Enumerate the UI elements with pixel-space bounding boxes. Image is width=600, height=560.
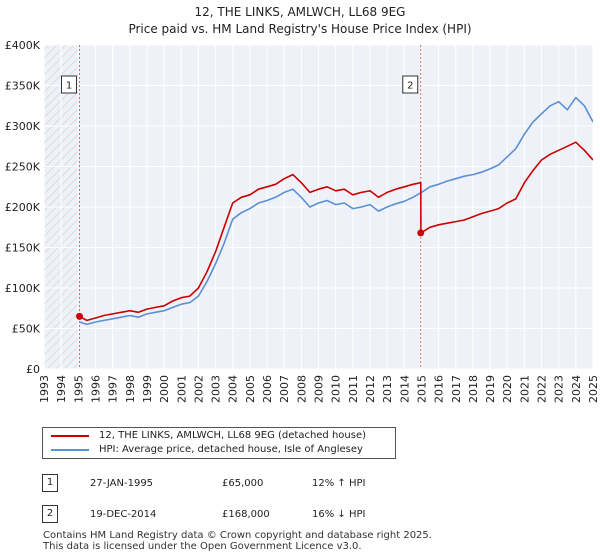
chart-subtitle: Price paid vs. HM Land Registry's House … — [128, 22, 471, 36]
x-tick-label: 2002 — [192, 375, 205, 403]
x-tick-label: 2004 — [227, 375, 240, 403]
legend-item-property: 12, THE LINKS, AMLWCH, LL68 9EG (detache… — [51, 429, 366, 443]
x-tick-label: 2009 — [313, 375, 326, 403]
sale-number-badge: 2 — [42, 505, 58, 523]
y-tick-label: £0 — [26, 363, 40, 376]
price-chart: 12, THE LINKS, AMLWCH, LL68 9EG Price pai… — [5, 5, 600, 403]
x-tick-label: 2005 — [244, 375, 257, 403]
sale-point — [76, 312, 84, 320]
sale-price: £65,000 — [222, 478, 264, 489]
sale-number-badge: 1 — [42, 474, 58, 492]
x-tick-label: 1997 — [107, 375, 120, 403]
x-tick-label: 2019 — [484, 375, 497, 403]
x-tick-label: 2012 — [364, 375, 377, 403]
legend-label-property: 12, THE LINKS, AMLWCH, LL68 9EG (detache… — [99, 430, 367, 441]
series-group — [79, 96, 593, 326]
y-tick-label: £100K — [5, 282, 41, 295]
sale-hpi-comparison: 12% ↑ HPI — [312, 478, 366, 489]
x-tick-label: 2014 — [398, 375, 411, 403]
x-tick-label: 2024 — [570, 375, 583, 403]
x-tick-label: 1994 — [55, 375, 68, 403]
sale-date: 27-JAN-1995 — [90, 478, 154, 489]
x-tick-label: 2001 — [175, 375, 188, 403]
x-tick-label: 1996 — [89, 375, 102, 403]
x-tick-label: 2003 — [210, 375, 223, 403]
chart-legend: 12, THE LINKS, AMLWCH, LL68 9EG (detache… — [42, 427, 396, 459]
x-tick-label: 2006 — [261, 375, 274, 403]
y-tick-label: £400K — [5, 39, 41, 52]
y-tick-label: £150K — [5, 242, 41, 255]
x-tick-label: 2015 — [415, 375, 428, 403]
x-tick-label: 2018 — [467, 375, 480, 403]
footer-line-1: Contains HM Land Registry data © Crown c… — [43, 530, 432, 541]
x-tick-label: 2000 — [158, 375, 171, 403]
legend-item-hpi: HPI: Average price, detached house, Isle… — [51, 443, 363, 457]
x-tick-label: 2020 — [501, 375, 514, 403]
sale-marker-label: 2 — [407, 81, 413, 92]
footer-attribution: Contains HM Land Registry data © Crown c… — [43, 530, 583, 552]
legend-label-hpi: HPI: Average price, detached house, Isle… — [99, 444, 363, 455]
x-tick-label: 1998 — [124, 375, 137, 403]
footer-line-2: This data is licensed under the Open Gov… — [43, 541, 362, 552]
x-tick-label: 2017 — [450, 375, 463, 403]
series-line-hpi — [79, 96, 593, 326]
sale-price: £168,000 — [222, 509, 270, 520]
x-tick-label: 1995 — [72, 375, 85, 403]
y-tick-label: £200K — [5, 201, 41, 214]
sale-marker-label: 1 — [66, 81, 72, 92]
x-tick-label: 2022 — [536, 375, 549, 403]
x-tick-label: 1999 — [141, 375, 154, 403]
x-tick-label: 2025 — [587, 375, 600, 403]
y-tick-label: £250K — [5, 161, 41, 174]
series-line-property — [79, 141, 593, 322]
x-tick-label: 2010 — [330, 375, 343, 403]
x-tick-label: 2008 — [295, 375, 308, 403]
legend-swatch-property — [51, 435, 89, 437]
chart-title: 12, THE LINKS, AMLWCH, LL68 9EG — [195, 5, 406, 19]
sale-date: 19-DEC-2014 — [90, 509, 157, 520]
y-tick-label: £50K — [12, 323, 41, 336]
x-tick-label: 2021 — [518, 375, 531, 403]
sale-hpi-comparison: 16% ↓ HPI — [312, 509, 366, 520]
x-tick-label: 2007 — [278, 375, 291, 403]
y-tick-label: £350K — [5, 80, 41, 93]
sale-point — [417, 229, 425, 237]
y-tick-label: £300K — [5, 120, 41, 133]
legend-swatch-hpi — [51, 449, 89, 451]
x-tick-label: 2011 — [347, 375, 360, 403]
sale-marker-box — [61, 75, 78, 94]
x-tick-label: 2016 — [433, 375, 446, 403]
sale-marker-box — [402, 75, 419, 94]
x-tick-label: 2013 — [381, 375, 394, 403]
x-tick-label: 1993 — [38, 375, 51, 403]
x-tick-label: 2023 — [553, 375, 566, 403]
